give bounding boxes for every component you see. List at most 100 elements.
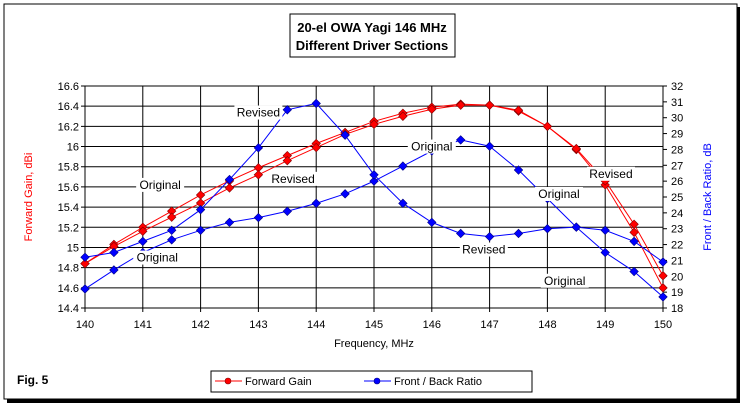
data-point [340, 189, 350, 199]
annotation-label: Revised [237, 106, 280, 120]
x-axis-label: Frequency, MHz [334, 338, 414, 350]
legend-fb-marker [373, 377, 381, 385]
y-right-tick-label: 21 [671, 255, 683, 267]
y-axis-left-label: Forward Gain, dBi [23, 153, 35, 242]
data-point [456, 100, 466, 110]
data-point [138, 236, 148, 247]
x-tick-label: 143 [249, 319, 267, 331]
y-right-tick-label: 27 [671, 160, 683, 172]
annotation-bg [540, 273, 589, 288]
data-point [195, 205, 206, 215]
data-point [195, 190, 206, 200]
y-right-tick-label: 23 [671, 224, 683, 236]
data-point [658, 271, 668, 281]
y-right-tick-label: 29 [671, 129, 683, 141]
chart-title-line1: 20-el OWA Yagi 146 MHz [297, 20, 447, 35]
figure-label: Fig. 5 [17, 373, 49, 387]
data-point [542, 224, 553, 234]
data-point [253, 163, 264, 173]
data-point [600, 225, 610, 235]
x-tick-label: 147 [480, 319, 498, 331]
data-point [195, 198, 206, 208]
data-point [109, 241, 119, 252]
annotation-label: Revised [462, 242, 505, 256]
annotation-label: Original [139, 178, 180, 192]
y-axis-right-label: Front / Back Ratio, dB [702, 143, 714, 251]
annotation-bg [534, 186, 583, 201]
y-left-tick-label: 16.2 [58, 121, 79, 133]
y-left-tick-label: 15.8 [58, 162, 79, 174]
data-point [629, 227, 639, 237]
data-point [456, 135, 466, 145]
data-point [369, 170, 379, 180]
data-point [398, 111, 408, 121]
y-left-tick-label: 14.6 [58, 283, 79, 295]
data-point [195, 225, 206, 235]
y-right-tick-label: 24 [671, 208, 683, 220]
data-point [629, 236, 639, 247]
data-point [253, 212, 264, 223]
chart-title-line2: Different Driver Sections [296, 38, 448, 53]
y-left-tick-label: 14.4 [58, 303, 79, 315]
data-point [484, 100, 495, 110]
annotation-bg [407, 139, 456, 154]
annotation-bg [586, 166, 635, 181]
data-point [224, 183, 235, 193]
y-left-tick-label: 16 [67, 142, 79, 154]
annotation-label: Revised [589, 167, 632, 181]
data-point [571, 222, 581, 232]
annotation-bg [133, 250, 182, 265]
annotation-label: Original [137, 251, 178, 265]
y-right-tick-label: 28 [671, 144, 683, 156]
y-left-tick-label: 15 [67, 242, 79, 254]
y-right-tick-label: 26 [671, 176, 683, 188]
data-point [658, 257, 668, 267]
annotation-bg [136, 177, 185, 192]
y-left-tick-label: 16.4 [58, 101, 79, 113]
annotation-label: Revised [271, 172, 314, 186]
data-point [629, 266, 639, 277]
data-point [167, 235, 177, 245]
y-left-tick-label: 14.8 [58, 263, 79, 275]
data-point [282, 156, 292, 166]
legend: Forward Gain Front / Back Ratio [210, 370, 533, 393]
data-point [282, 105, 292, 115]
data-point [629, 219, 639, 229]
data-point [456, 228, 466, 239]
data-point [282, 206, 292, 216]
y-left-tick-label: 15.2 [58, 222, 79, 234]
legend-gain-label: Forward Gain [245, 376, 312, 388]
data-point [224, 174, 235, 185]
data-point [253, 170, 264, 180]
data-point [109, 265, 119, 275]
data-point [513, 165, 524, 175]
data-point [311, 198, 321, 209]
data-point [513, 105, 524, 115]
series-layer [80, 98, 668, 302]
series-front-back-ratio-revised [80, 98, 668, 267]
x-tick-label: 142 [191, 319, 209, 331]
x-tick-label: 145 [365, 319, 383, 331]
y-right-tick-label: 30 [671, 113, 683, 125]
y-right-tick-label: 31 [671, 97, 683, 109]
data-point [282, 150, 292, 161]
y-left-tick-label: 15.6 [58, 182, 79, 194]
data-point [398, 198, 408, 209]
data-point [253, 143, 264, 153]
legend-fb-label: Front / Back Ratio [394, 376, 482, 388]
data-point [542, 121, 553, 132]
y-right-tick-label: 22 [671, 240, 683, 252]
data-point [340, 130, 350, 140]
data-point [427, 217, 437, 228]
y-left-tick-label: 16.6 [58, 81, 79, 93]
annotation-bg [234, 105, 283, 120]
x-tick-label: 150 [654, 319, 672, 331]
data-point [398, 161, 408, 171]
data-point [138, 226, 148, 236]
data-point [427, 104, 437, 114]
data-point [311, 98, 321, 109]
annotation-label: Original [544, 274, 585, 288]
data-point [80, 284, 90, 294]
y-left-tick-label: 15.4 [58, 202, 79, 214]
